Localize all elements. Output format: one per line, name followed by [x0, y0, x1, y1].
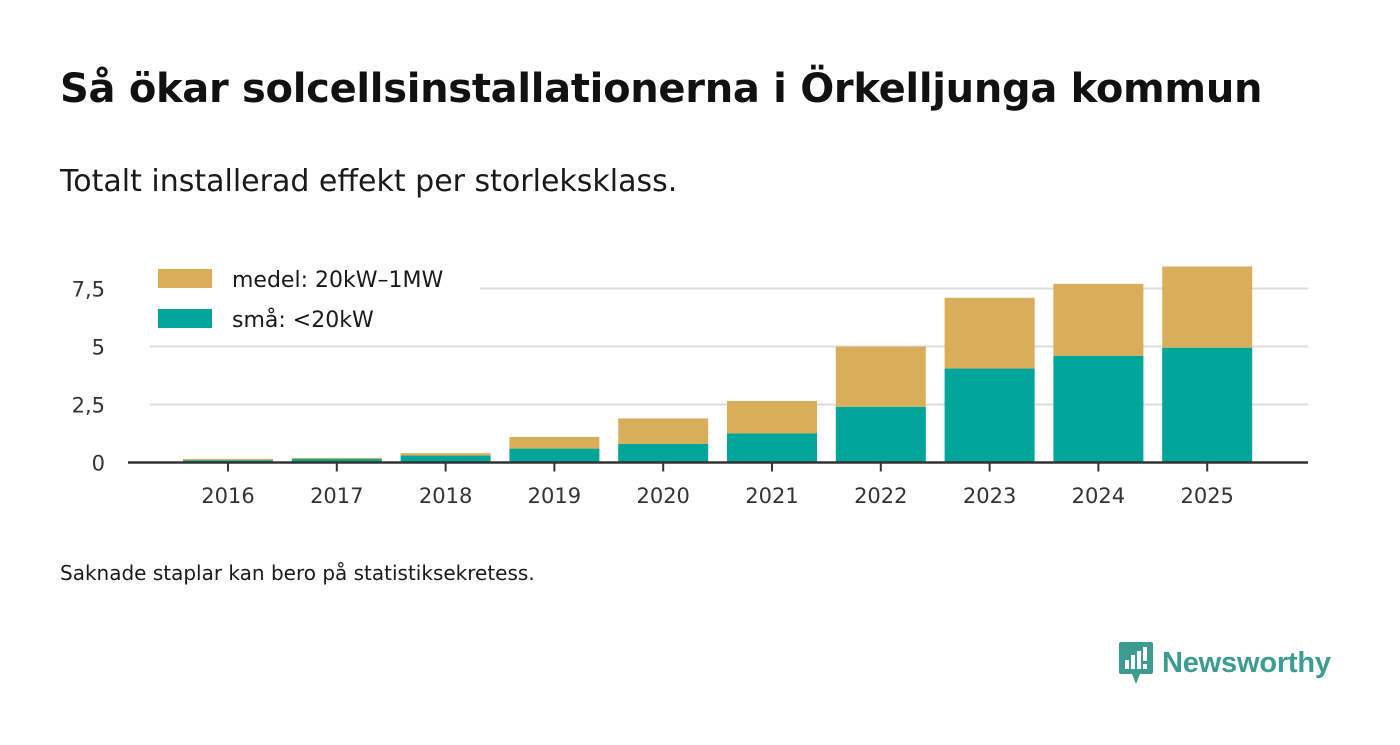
- axes: 0 2,5 5 7,5 2016 2017 2018 2019 2020 2021 2022 2023…: [72, 278, 1308, 508]
- bar-sma-2025: [1162, 347, 1253, 463]
- x-tick-label: 2016: [201, 484, 254, 508]
- bar-medel-2021: [727, 401, 817, 434]
- bars: [183, 266, 1253, 463]
- legend-label-medel: medel: 20kW–1MW: [232, 268, 443, 293]
- bar-medel-2016: [183, 459, 273, 461]
- brand-logo: Newsworthy: [1118, 640, 1331, 686]
- bar-medel-2024: [1053, 283, 1144, 356]
- bar-medel-2019: [509, 436, 600, 449]
- footnote: Saknade staplar kan bero på statistiksek…: [60, 561, 535, 585]
- newsworthy-logo-icon: [1119, 642, 1153, 684]
- chart-title: Så ökar solcellsinstallationerna i Örkel…: [60, 66, 1263, 112]
- bar-medel-2018: [400, 453, 491, 456]
- legend: medel: 20kW–1MW små: <20kW: [148, 258, 480, 344]
- y-tick-label: 7,5: [72, 278, 105, 302]
- bar-sma-2020: [618, 443, 709, 463]
- bar-sma-2018: [400, 455, 491, 463]
- x-tick-label: 2023: [963, 484, 1016, 508]
- bar-medel-2020: [618, 418, 709, 444]
- bar-medel-2025: [1162, 266, 1253, 348]
- x-tick-label: 2017: [310, 484, 363, 508]
- y-tick-label: 5: [92, 336, 105, 360]
- bar-sma-2021: [727, 433, 817, 463]
- legend-swatch-medel: [158, 269, 212, 288]
- bar-medel-2022: [835, 346, 926, 407]
- x-tick-label: 2018: [419, 484, 472, 508]
- bar-sma-2023: [944, 368, 1035, 463]
- x-tick-label: 2021: [745, 484, 798, 508]
- bar-sma-2017: [291, 459, 382, 463]
- y-tick-label: 2,5: [72, 394, 105, 418]
- x-tick-label: 2022: [854, 484, 907, 508]
- x-tick-label: 2024: [1072, 484, 1125, 508]
- y-tick-label: 0: [92, 452, 105, 476]
- x-tick-label: 2020: [636, 484, 689, 508]
- bar-medel-2023: [944, 297, 1035, 369]
- bar-sma-2024: [1053, 355, 1144, 463]
- brand-name: Newsworthy: [1162, 646, 1331, 679]
- legend-swatch-sma: [158, 309, 212, 328]
- bar-sma-2022: [835, 406, 926, 463]
- bar-medel-2017: [291, 457, 382, 460]
- x-tick-label: 2025: [1180, 484, 1233, 508]
- x-tick-label: 2019: [528, 484, 581, 508]
- bar-sma-2019: [509, 448, 600, 463]
- chart-subtitle: Totalt installerad effekt per storlekskl…: [60, 164, 678, 199]
- legend-label-sma: små: <20kW: [232, 307, 374, 333]
